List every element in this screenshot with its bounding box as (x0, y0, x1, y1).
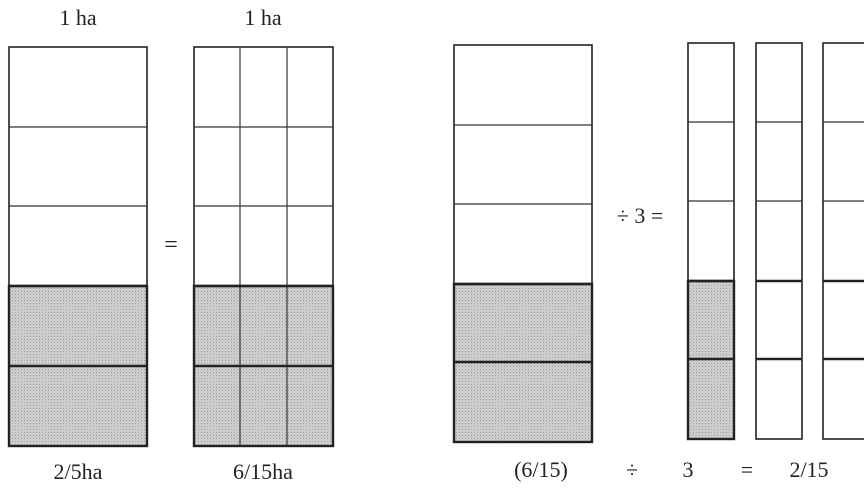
label-top-2: 1 ha (244, 5, 282, 30)
equals-sign: = (164, 232, 178, 258)
strip-1 (686, 42, 736, 441)
square-six-fifteenths (192, 46, 335, 448)
equation-equals: = (741, 457, 753, 482)
label-top-1: 1 ha (59, 5, 97, 30)
square-dividend (452, 44, 594, 444)
equation-divisor: 3 (683, 457, 694, 482)
square-two-fifths (7, 46, 149, 448)
strip-2 (755, 42, 803, 440)
equation: (6/15) ÷ 3 = 2/15 (514, 457, 828, 482)
strip-3 (822, 42, 864, 440)
equation-result: 2/15 (789, 457, 828, 482)
equation-divide-operator: ÷ (626, 457, 638, 482)
divide-by-three-label: ÷ 3 = (617, 203, 663, 228)
label-bottom-1: 2/5ha (54, 459, 103, 484)
equation-term: (6/15) (514, 457, 568, 482)
label-bottom-2: 6/15ha (233, 459, 293, 484)
